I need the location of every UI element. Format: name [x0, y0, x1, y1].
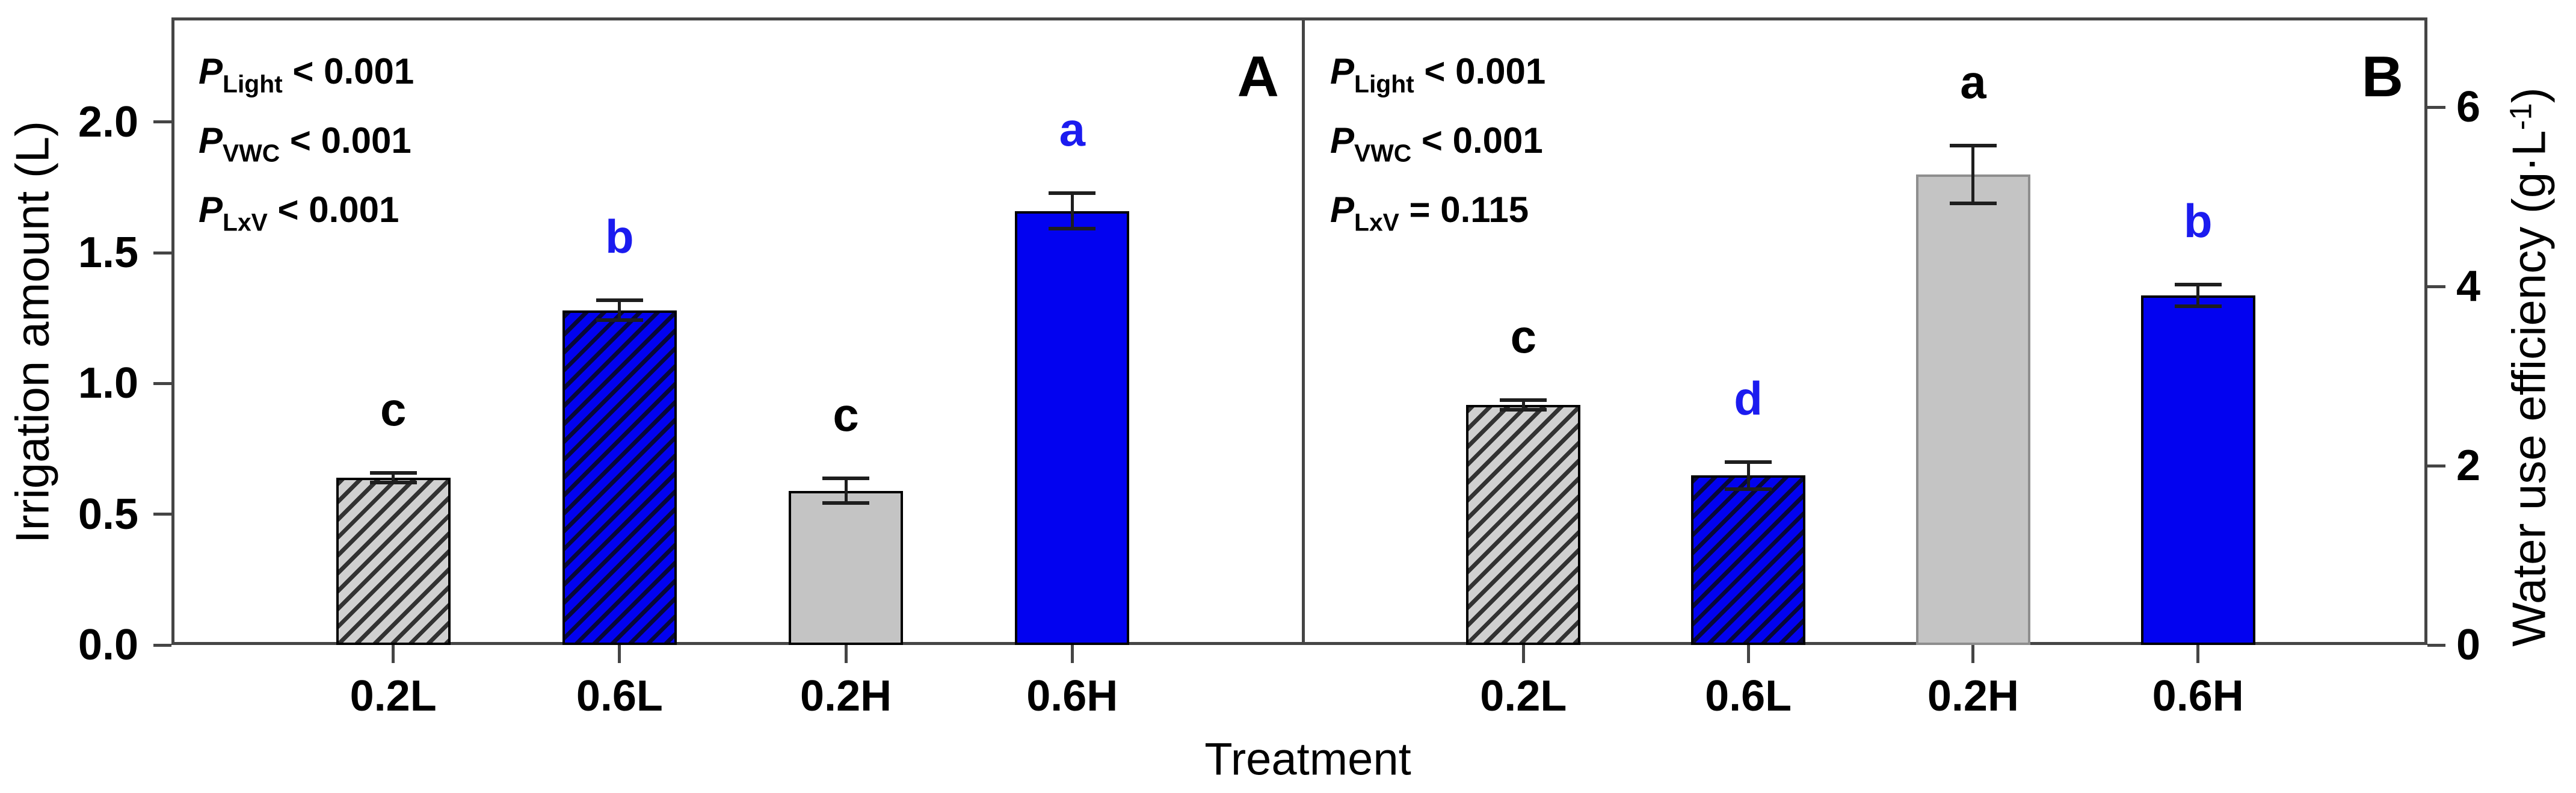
plot-frame: [171, 17, 2427, 645]
x-tick-0.2L: [1521, 645, 1525, 663]
y-left-tick-label-1.0: 1.0: [78, 359, 138, 408]
error-bar-cap-bottom-0.6L: [1725, 487, 1772, 492]
pvalue-block-B: PLight < 0.001 PVWC < 0.001 PLxV = 0.115: [1330, 42, 1545, 250]
y-left-tick-label-0.0: 0.0: [78, 621, 138, 669]
error-bar-cap-top-0.2L: [369, 471, 417, 475]
y-left-tick-2.0: [153, 120, 171, 124]
bar-0.2H: [789, 490, 904, 645]
error-bar-cap-top-0.6L: [1725, 460, 1772, 464]
x-tick-label-0.6L: 0.6L: [576, 672, 663, 720]
x-tick-0.2H: [844, 645, 848, 663]
x-tick-0.6H: [1070, 645, 1074, 663]
sig-letter-0.2H: a: [1960, 55, 1986, 108]
y-left-tick-1.5: [153, 251, 171, 255]
bar-0.6H: [2140, 295, 2255, 645]
error-bar-cap-top-0.2H: [822, 476, 870, 480]
pvalue-line-LxV: PLxV < 0.001: [199, 190, 399, 236]
error-bar-cap-bottom-0.2H: [1949, 201, 1997, 205]
error-bar-cap-bottom-0.6H: [2174, 304, 2222, 309]
error-bar-cap-top-0.6L: [596, 298, 643, 303]
error-bar-stem-0.6L: [618, 300, 621, 321]
error-bar-cap-bottom-0.6H: [1049, 227, 1096, 230]
error-bar-stem-0.2H: [844, 477, 848, 504]
pvalue-line-LxV: PLxV = 0.115: [1330, 190, 1529, 236]
x-tick-0.6L: [618, 645, 621, 663]
error-bar-stem-0.2L: [392, 472, 395, 483]
error-bar-cap-top-0.2L: [1500, 398, 1547, 402]
sig-letter-0.6L: b: [605, 210, 634, 264]
y-left-tick-1.0: [153, 381, 171, 385]
x-tick-label-0.2L: 0.2L: [350, 672, 437, 720]
bar-0.2H: [1915, 174, 2030, 645]
error-bar-cap-bottom-0.6L: [596, 318, 643, 322]
error-bar-cap-bottom-0.2L: [1500, 407, 1547, 412]
y-right-tick-6: [2427, 105, 2445, 109]
pvalue-line-Light: PLight < 0.001: [1330, 51, 1546, 98]
sig-letter-0.2L: c: [1510, 309, 1536, 363]
error-bar-cap-top-0.6H: [2174, 282, 2222, 286]
x-tick-label-0.2H: 0.2H: [1927, 672, 2019, 720]
error-bar-stem-0.6H: [1070, 193, 1074, 229]
y-right-tick-label-2: 2: [2456, 442, 2481, 490]
y-right-tick-2: [2427, 464, 2445, 467]
x-tick-0.6L: [1746, 645, 1750, 663]
y-axis-title-left: Irrigation amount (L): [5, 121, 60, 543]
error-bar-cap-bottom-0.2H: [822, 501, 870, 505]
y-left-tick-label-2.0: 2.0: [78, 97, 138, 146]
error-bar-cap-bottom-0.2L: [369, 480, 417, 484]
x-tick-label-0.2L: 0.2L: [1480, 672, 1567, 720]
y-right-tick-label-0: 0: [2456, 621, 2481, 669]
panel-label-B: B: [2361, 45, 2403, 109]
y-left-tick-label-1.5: 1.5: [78, 229, 138, 277]
error-bar-cap-top-0.2H: [1949, 143, 1997, 147]
y-right-tick-0: [2427, 643, 2445, 647]
error-bar-stem-0.2H: [1971, 144, 1975, 204]
error-bar-cap-top-0.6H: [1049, 191, 1096, 196]
x-tick-0.6H: [2196, 645, 2200, 663]
x-tick-label-0.6L: 0.6L: [1705, 672, 1792, 720]
x-tick-0.2H: [1971, 645, 1975, 663]
x-tick-label-0.2H: 0.2H: [800, 672, 892, 720]
x-axis-title: Treatment: [1204, 733, 1411, 785]
panel-label-A: A: [1237, 45, 1279, 109]
y-left-tick-label-0.5: 0.5: [78, 490, 138, 538]
sig-letter-0.2L: c: [380, 383, 407, 436]
sig-letter-0.6H: b: [2183, 194, 2213, 247]
pvalue-line-VWC: PVWC < 0.001: [1330, 120, 1543, 167]
y-right-tick-label-6: 6: [2456, 83, 2481, 131]
bar-0.2L: [336, 477, 451, 645]
y-axis-title-left-text: Irrigation amount (L): [5, 120, 59, 544]
x-tick-0.2L: [392, 645, 395, 663]
error-bar-stem-0.6H: [2196, 283, 2200, 307]
bar-0.6H: [1015, 211, 1130, 645]
bar-0.6L: [562, 310, 677, 645]
y-right-tick-4: [2427, 285, 2445, 288]
error-bar-stem-0.2L: [1521, 399, 1525, 410]
panel-divider: [1302, 17, 1305, 645]
bar-0.6L: [1691, 475, 1806, 645]
y-axis-title-right: Water use efficiency (g·L-1): [2502, 87, 2557, 646]
sig-letter-0.6L: d: [1734, 371, 1763, 425]
x-tick-label-0.6H: 0.6H: [2152, 672, 2244, 720]
bar-0.2L: [1466, 404, 1581, 645]
error-bar-stem-0.6L: [1746, 461, 1750, 490]
sig-letter-0.2H: c: [833, 387, 859, 441]
pvalue-block-A: PLight < 0.001 PVWC < 0.001 PLxV < 0.001: [199, 42, 414, 250]
x-tick-label-0.6H: 0.6H: [1026, 672, 1118, 720]
pvalue-line-VWC: PVWC < 0.001: [199, 120, 411, 167]
y-axis-title-right-pre: Water use efficiency (g·L: [2502, 130, 2556, 647]
y-right-tick-label-4: 4: [2456, 262, 2481, 310]
pvalue-line-Light: PLight < 0.001: [199, 51, 414, 98]
y-left-tick-0.5: [153, 513, 171, 516]
y-left-tick-0.0: [153, 643, 171, 647]
sig-letter-0.6H: a: [1059, 103, 1085, 156]
